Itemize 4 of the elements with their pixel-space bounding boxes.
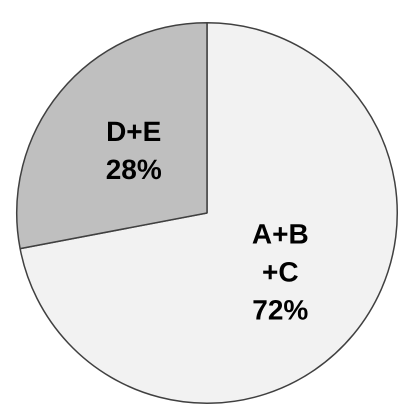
data-label: 72%	[252, 294, 308, 326]
data-label: 28%	[106, 154, 162, 186]
slice-label: A+B+C	[252, 218, 309, 288]
slice-label: D+E	[106, 116, 162, 148]
